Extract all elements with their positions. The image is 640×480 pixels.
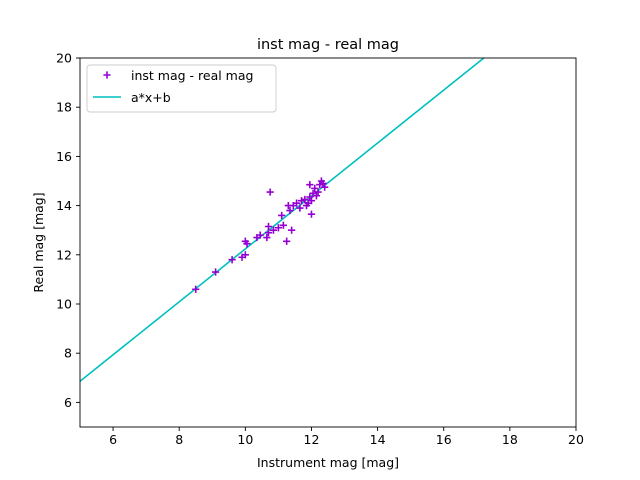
scatter-point [263, 233, 271, 242]
scatter-point [241, 251, 249, 259]
legend-label-fit-line: a*x+b [131, 90, 171, 105]
chart-title: inst mag - real mag [257, 37, 399, 53]
scatter-point [279, 221, 287, 229]
scatter-point [264, 229, 273, 237]
y-tick-label: 20 [56, 51, 72, 66]
scatter-point [314, 188, 322, 196]
x-tick-label: 14 [370, 432, 386, 447]
scatter-point [256, 231, 264, 239]
scatter-point [307, 197, 316, 205]
scatter-point [316, 181, 324, 189]
scatter-point [278, 211, 286, 220]
x-tick-label: 16 [436, 432, 452, 447]
scatter-point [307, 210, 316, 218]
x-axis: 6 8 10 12 14 16 18 20 [109, 427, 584, 447]
scatter-point [296, 204, 304, 212]
scatter-point [301, 195, 309, 204]
y-tick-label: 14 [56, 198, 72, 213]
scatter-point [264, 222, 273, 231]
legend-box [86, 64, 277, 113]
scatter-point [312, 192, 321, 200]
scatter-points-layer [192, 177, 329, 293]
x-tick-label: 10 [237, 432, 253, 447]
y-tick-label: 8 [64, 346, 72, 361]
scatter-point [297, 197, 306, 205]
scatter-point [306, 181, 314, 189]
scatter-point [321, 183, 329, 191]
scatter-point [274, 224, 282, 232]
x-tick-label: 6 [109, 432, 117, 447]
scatter-point [211, 268, 220, 276]
y-tick-label: 6 [64, 395, 72, 410]
scatter-point [286, 206, 294, 215]
scatter-point [243, 240, 251, 248]
scatter-point [319, 179, 327, 188]
legend-label-scatter: inst mag - real mag [131, 68, 253, 83]
x-tick-label: 12 [304, 432, 320, 447]
y-axis-label: Real mag [mag] [31, 192, 46, 292]
fit-line-layer [80, 58, 486, 382]
y-tick-label: 12 [56, 247, 72, 262]
legend-marker-scatter [103, 71, 111, 79]
y-axis: 6 8 10 12 14 16 18 20 [56, 51, 80, 410]
scatter-point [192, 285, 200, 293]
scatter-point [288, 226, 296, 234]
plot-area [80, 58, 576, 427]
x-tick-label: 20 [568, 432, 584, 447]
x-tick-label: 8 [175, 432, 183, 447]
scatter-point [311, 184, 319, 192]
x-axis-label: Instrument mag [mag] [257, 455, 399, 470]
legend-plus-marker [103, 71, 111, 79]
scatter-point [228, 256, 236, 264]
y-tick-label: 18 [56, 100, 72, 115]
legend: inst mag - real mag a*x+b [86, 64, 277, 113]
scatter-point [306, 193, 314, 201]
scatter-point [266, 188, 274, 196]
y-tick-label: 10 [56, 297, 72, 312]
scatter-point [292, 199, 301, 207]
x-tick-label: 18 [502, 432, 518, 447]
y-tick-label: 16 [56, 149, 72, 164]
scatter-point [283, 237, 291, 245]
fit-line [80, 58, 486, 382]
scatter-point [269, 226, 278, 234]
plot-frame [79, 57, 577, 428]
